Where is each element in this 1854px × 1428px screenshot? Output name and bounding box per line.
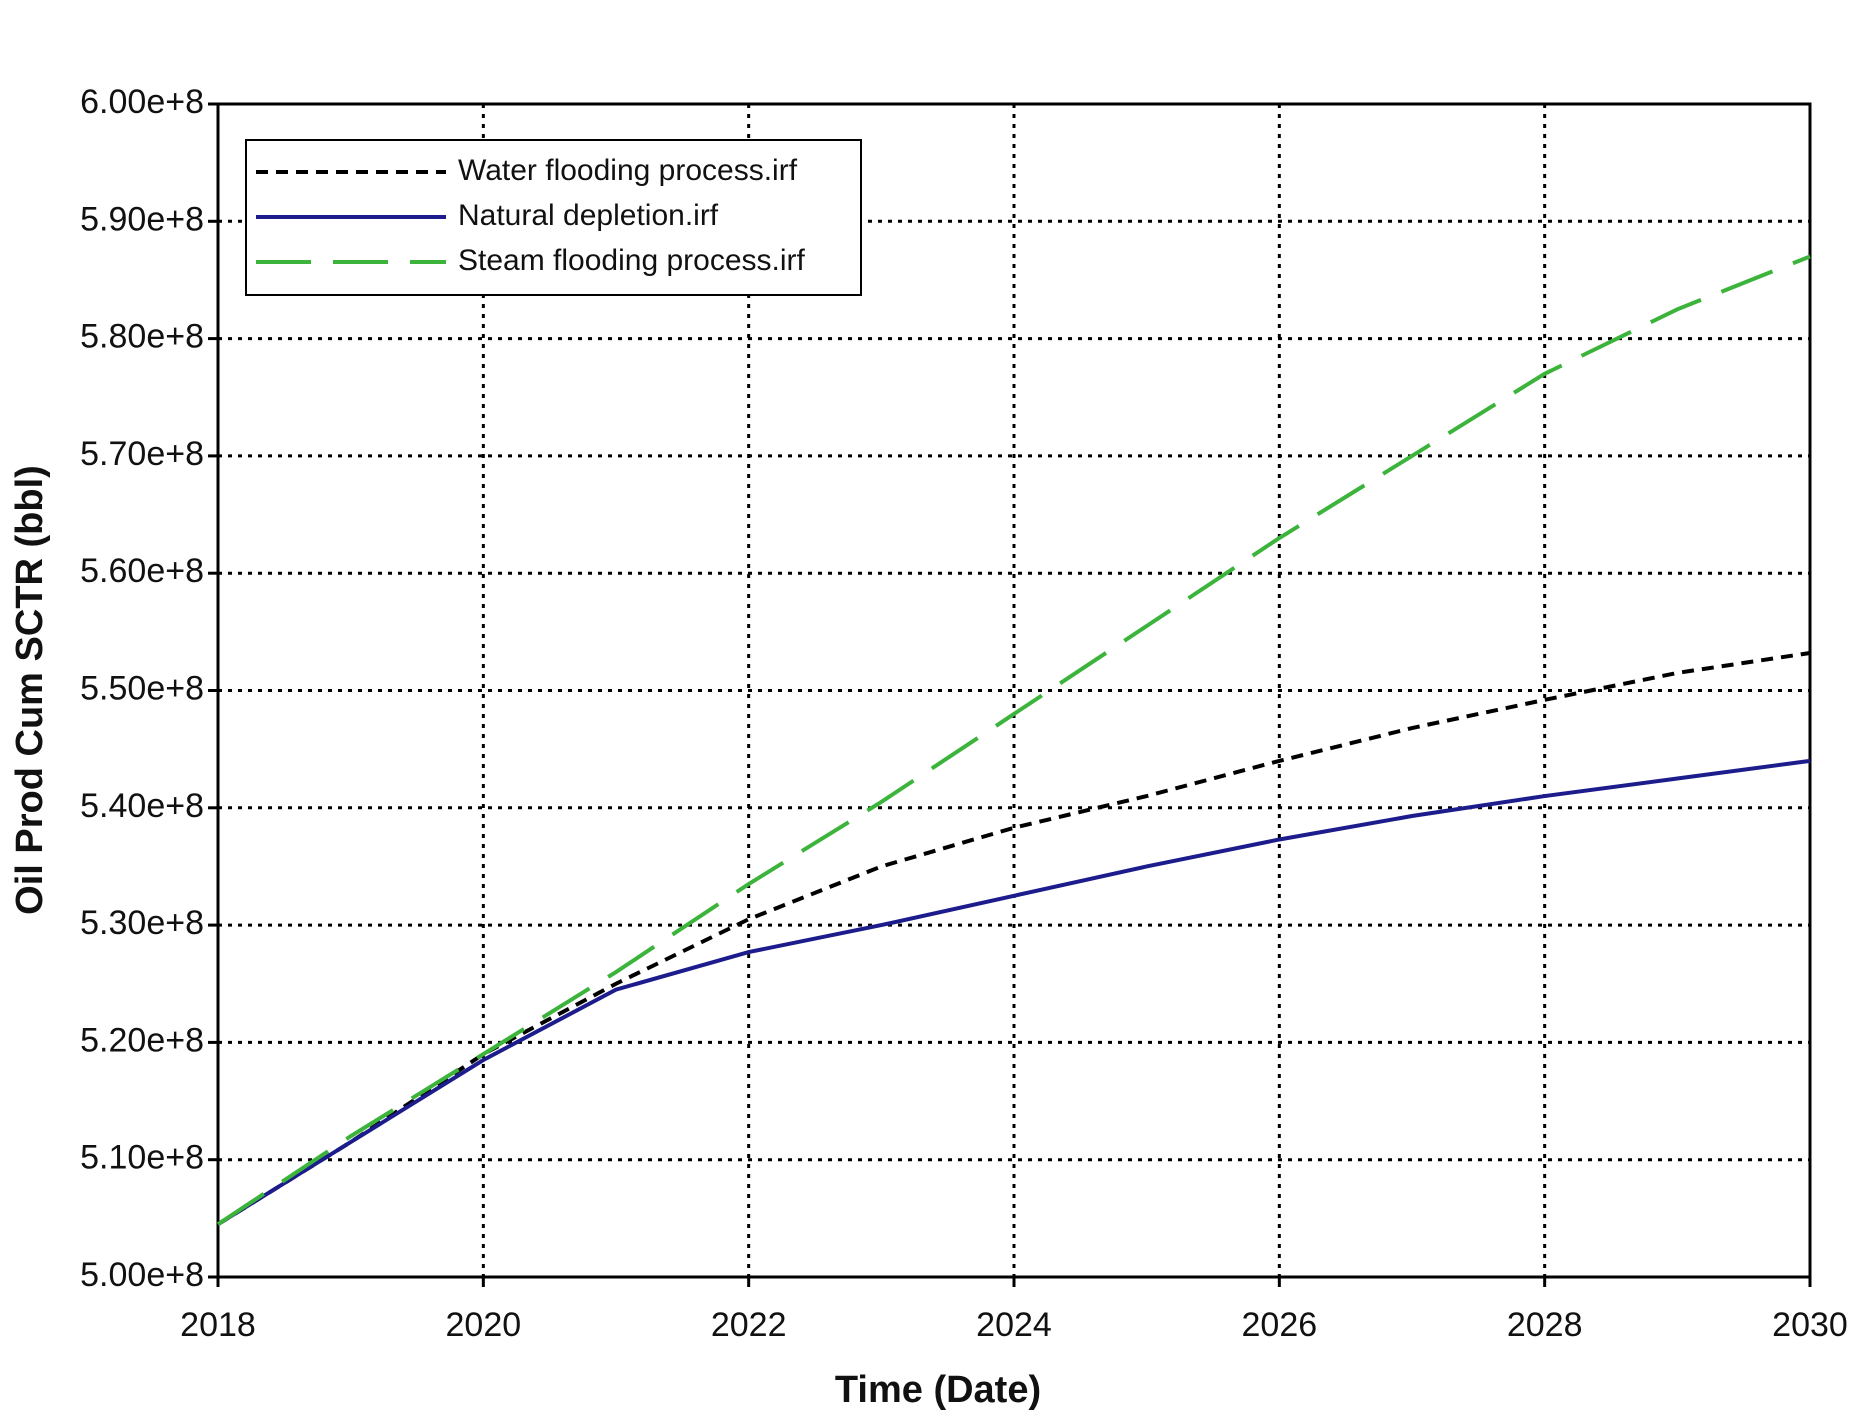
x-axis-label: Time (Date): [835, 1369, 1041, 1411]
x-tick-label: 2028: [1507, 1306, 1583, 1344]
y-tick-label: 5.70e+8: [80, 435, 204, 473]
y-tick-label: 5.40e+8: [80, 787, 204, 825]
legend-label: Natural depletion.irf: [458, 199, 719, 232]
y-axis-label: Oil Prod Cum SCTR (bbl): [9, 465, 51, 915]
series-line: [216, 758, 1811, 1226]
legend-label: Steam flooding process.irf: [458, 244, 805, 277]
legend-label: Water flooding process.irf: [458, 154, 798, 187]
x-tick-label: 2020: [446, 1306, 522, 1344]
plot-frame: [216, 102, 1812, 1279]
x-tick-label: 2024: [976, 1306, 1052, 1344]
y-tick-label: 5.30e+8: [80, 904, 204, 942]
y-tick-label: 5.50e+8: [80, 669, 204, 707]
y-tick-label: 5.20e+8: [80, 1021, 204, 1059]
x-tick-label: 2030: [1772, 1306, 1848, 1344]
x-tick-label: 2018: [180, 1306, 256, 1344]
y-tick-label: 5.80e+8: [80, 318, 204, 356]
y-tick-label: 5.00e+8: [80, 1256, 204, 1294]
series-line: [216, 650, 1811, 1226]
y-tick-label: 5.60e+8: [80, 552, 204, 590]
y-tick-label: 5.10e+8: [80, 1139, 204, 1177]
x-tick-label: 2026: [1242, 1306, 1318, 1344]
y-tick-label: 6.00e+8: [80, 83, 204, 121]
series-line: [216, 254, 1811, 1226]
y-tick-label: 5.90e+8: [80, 200, 204, 238]
x-tick-label: 2022: [711, 1306, 787, 1344]
